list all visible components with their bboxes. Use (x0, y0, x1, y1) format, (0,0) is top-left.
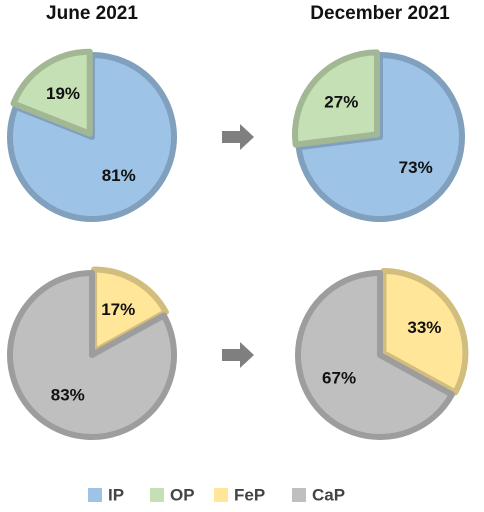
legend-label: IP (108, 485, 124, 504)
legend-label: FeP (234, 485, 265, 504)
slice-label: 83% (51, 385, 85, 404)
pie-slice (7, 52, 177, 222)
pie-slice (292, 49, 380, 148)
pie-slice (91, 266, 169, 355)
pie-slice (295, 52, 465, 222)
slice-label: 67% (322, 369, 356, 388)
slice-label: 27% (324, 92, 358, 111)
slice-label: 17% (101, 300, 135, 319)
legend-label: OP (170, 485, 195, 504)
pie-slice (7, 270, 177, 440)
legend-swatch (150, 488, 164, 502)
slice-label: 33% (407, 318, 441, 337)
pie-slice (295, 270, 455, 440)
slice-label: 81% (102, 166, 136, 185)
pie-slice (10, 48, 93, 137)
legend-label: CaP (312, 485, 345, 504)
column-title: December 2021 (310, 3, 450, 24)
legend-swatch (88, 488, 102, 502)
slice-label: 19% (46, 84, 80, 103)
column-title: June 2021 (46, 3, 138, 24)
legend-swatch (214, 488, 228, 502)
arrow (222, 124, 254, 150)
legend-swatch (292, 488, 306, 502)
arrow (222, 342, 254, 368)
pie-slice (380, 267, 469, 396)
slice-label: 73% (399, 158, 433, 177)
